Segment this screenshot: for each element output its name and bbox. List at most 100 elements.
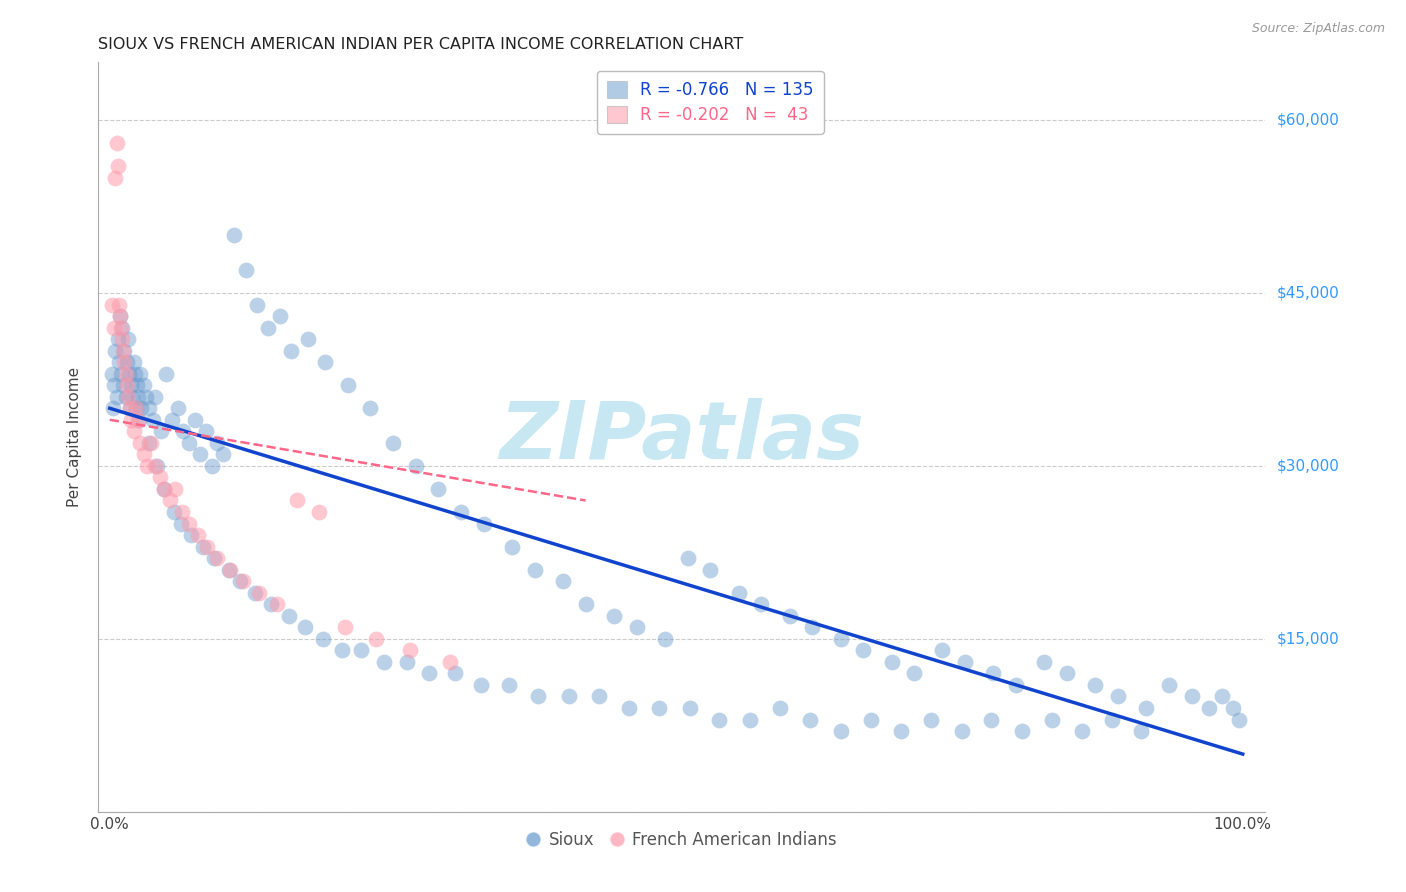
- Point: [920, 713, 942, 727]
- Point: [860, 713, 883, 727]
- Point: [108, 355, 131, 369]
- Point: [108, 297, 131, 311]
- Point: [163, 505, 186, 519]
- Point: [132, 447, 155, 461]
- Point: [212, 447, 235, 461]
- Point: [501, 540, 523, 554]
- Point: [247, 585, 270, 599]
- Point: [153, 482, 176, 496]
- Point: [830, 724, 852, 739]
- Point: [224, 228, 246, 243]
- Point: [155, 367, 177, 381]
- Point: [1227, 713, 1250, 727]
- Point: [953, 655, 976, 669]
- Point: [114, 355, 136, 369]
- Point: [139, 435, 162, 450]
- Point: [108, 309, 131, 323]
- Point: [120, 401, 142, 416]
- Point: [172, 425, 194, 439]
- Point: [201, 458, 224, 473]
- Point: [336, 378, 359, 392]
- Point: [1084, 678, 1107, 692]
- Point: [699, 563, 721, 577]
- Point: [950, 724, 973, 739]
- Point: [149, 425, 172, 439]
- Point: [127, 413, 149, 427]
- Point: [122, 425, 145, 439]
- Point: [149, 470, 172, 484]
- Point: [498, 678, 520, 692]
- Point: [135, 390, 157, 404]
- Point: [115, 355, 138, 369]
- Point: [180, 528, 202, 542]
- Point: [101, 297, 124, 311]
- Point: [195, 425, 218, 439]
- Point: [115, 378, 138, 392]
- Point: [830, 632, 852, 646]
- Point: [114, 343, 136, 358]
- Point: [297, 332, 319, 346]
- Point: [1033, 655, 1056, 669]
- Point: [160, 413, 183, 427]
- Point: [122, 355, 145, 369]
- Y-axis label: Per Capita Income: Per Capita Income: [67, 367, 83, 508]
- Point: [125, 401, 148, 416]
- Point: [177, 435, 200, 450]
- Point: [111, 332, 134, 346]
- Point: [450, 505, 472, 519]
- Point: [112, 378, 135, 392]
- Point: [1101, 713, 1123, 727]
- Point: [235, 263, 257, 277]
- Point: [801, 620, 824, 634]
- Text: ZIPatlas: ZIPatlas: [499, 398, 865, 476]
- Point: [138, 401, 160, 416]
- Point: [207, 551, 229, 566]
- Text: $15,000: $15,000: [1277, 632, 1340, 647]
- Text: $60,000: $60,000: [1277, 112, 1340, 128]
- Point: [229, 574, 252, 589]
- Point: [557, 690, 579, 704]
- Point: [121, 390, 143, 404]
- Point: [399, 643, 422, 657]
- Point: [749, 597, 772, 611]
- Point: [1056, 666, 1078, 681]
- Point: [648, 701, 671, 715]
- Point: [114, 367, 136, 381]
- Point: [136, 458, 159, 473]
- Point: [444, 666, 467, 681]
- Point: [120, 401, 142, 416]
- Point: [890, 724, 912, 739]
- Point: [439, 655, 461, 669]
- Point: [527, 690, 550, 704]
- Point: [105, 136, 128, 150]
- Point: [143, 390, 166, 404]
- Point: [294, 620, 316, 634]
- Point: [111, 320, 134, 334]
- Point: [146, 458, 169, 473]
- Point: [172, 505, 194, 519]
- Point: [187, 528, 209, 542]
- Point: [405, 458, 427, 473]
- Point: [1005, 678, 1028, 692]
- Point: [1159, 678, 1181, 692]
- Point: [105, 390, 128, 404]
- Point: [395, 655, 418, 669]
- Point: [1222, 701, 1244, 715]
- Point: [104, 170, 127, 185]
- Point: [131, 401, 153, 416]
- Point: [575, 597, 598, 611]
- Point: [124, 367, 146, 381]
- Point: [1135, 701, 1157, 715]
- Point: [603, 608, 626, 623]
- Point: [166, 401, 188, 416]
- Point: [779, 608, 801, 623]
- Point: [142, 413, 165, 427]
- Point: [118, 367, 141, 381]
- Point: [931, 643, 953, 657]
- Point: [852, 643, 875, 657]
- Point: [120, 378, 142, 392]
- Point: [335, 620, 357, 634]
- Point: [207, 435, 229, 450]
- Point: [277, 608, 299, 623]
- Point: [153, 482, 176, 496]
